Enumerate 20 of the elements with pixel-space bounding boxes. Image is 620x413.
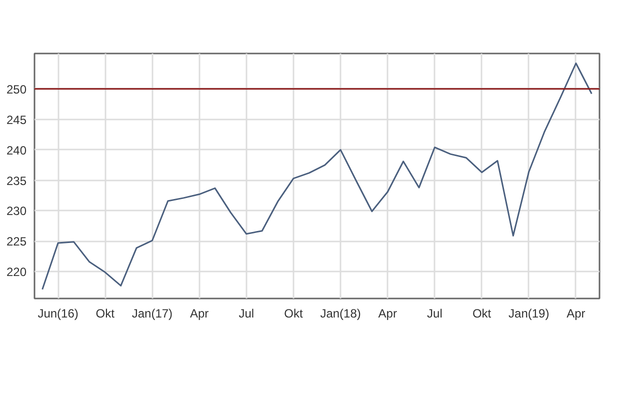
x-tick-label: Jan(18) xyxy=(320,306,361,320)
x-tick-label: Jan(19) xyxy=(508,306,550,320)
x-tick-label: Jul xyxy=(238,306,254,320)
x-tick-label: Jul xyxy=(427,306,442,320)
y-tick-label: 240 xyxy=(6,143,27,158)
x-tick-label: Apr xyxy=(190,306,209,320)
x-tick-label: Jun(16) xyxy=(38,306,78,320)
line-series xyxy=(42,62,592,290)
y-tick-label: 235 xyxy=(6,174,27,188)
y-tick-label: 250 xyxy=(6,82,27,96)
x-tick-label: Jan(17) xyxy=(132,306,173,320)
x-tick-label: Apr xyxy=(378,306,397,320)
x-tick-label: Okt xyxy=(284,306,304,320)
x-tick-label: Okt xyxy=(472,306,492,320)
y-tick-label: 245 xyxy=(6,112,27,127)
y-tick-label: 230 xyxy=(6,204,27,218)
y-tick-label: 220 xyxy=(6,265,27,280)
y-tick-label: 225 xyxy=(6,234,27,249)
x-tick-label: Okt xyxy=(96,306,116,320)
x-tick-label: Apr xyxy=(566,306,586,320)
